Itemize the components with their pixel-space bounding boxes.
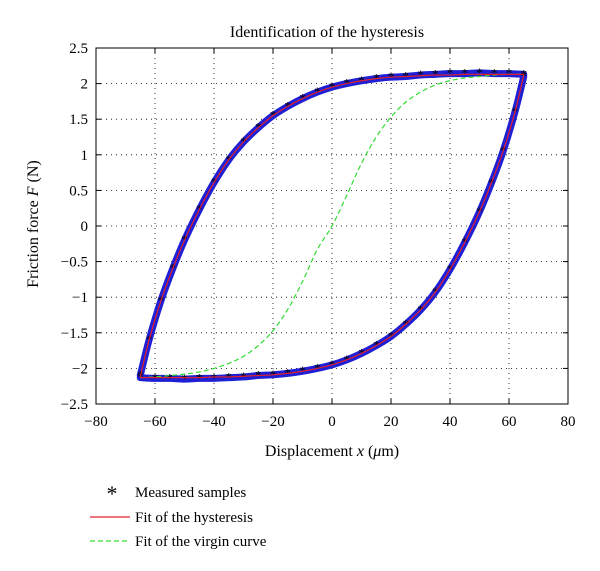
y-tick-label: 1 (81, 148, 89, 164)
y-tick-label: −2 (72, 361, 88, 377)
x-axis-label: Displacement x (μm) (265, 443, 399, 460)
plot-area: ************* * * * * * * * * * * * * * * *************… (136, 65, 528, 386)
measured-sample-point: * (476, 65, 483, 80)
measured-sample-point: * (447, 66, 454, 81)
y-tick-label: −2.5 (61, 397, 88, 413)
y-tick-label: 2 (81, 77, 89, 93)
hysteresis-fit-line-lower (140, 74, 525, 379)
x-tick-label: −60 (143, 414, 166, 430)
x-tick-label: 0 (328, 414, 336, 430)
x-tick-label: −40 (202, 414, 225, 430)
y-tick-label: 1.5 (69, 112, 88, 128)
legend-item: Fit of the hysteresis (90, 510, 253, 526)
measured-sample-point: * (417, 67, 424, 82)
measured-sample-point: * (211, 370, 218, 385)
chart-title: Identification of the hysteresis (230, 24, 424, 41)
y-axis-label: Friction force F (N) (25, 160, 42, 288)
measured-sample-point: * (462, 66, 469, 81)
legend-label: Fit of the virgin curve (135, 534, 267, 550)
legend-item: * Measured samples (107, 481, 247, 506)
hysteresis-fit-line-upper (139, 73, 524, 378)
x-tick-label: −80 (84, 414, 107, 430)
x-tick-label: 80 (561, 414, 576, 430)
legend-label: Fit of the hysteresis (135, 510, 253, 526)
virgin-curve-fit-line (140, 73, 524, 379)
legend-label: Measured samples (135, 485, 246, 501)
y-tick-label: −0.5 (61, 255, 88, 271)
y-tick-label: 0.5 (69, 183, 88, 199)
x-tick-label: −20 (261, 414, 284, 430)
legend: * Measured samples Fit of the hysteresis Fi… (90, 481, 267, 550)
measured-sample-point: * (432, 66, 439, 81)
legend-item: Fit of the virgin curve (90, 534, 267, 550)
y-tick-label: −1.5 (61, 326, 88, 342)
x-tick-label: 40 (443, 414, 458, 430)
measured-sample-point: * (491, 66, 498, 81)
axis-ticks: −80 −60 −40 −20 0 20 40 60 80 2.5 2 1.5 1 0.5 0 −0.5 −1 −… (61, 41, 576, 430)
legend-marker-measured: * (107, 481, 118, 506)
y-tick-label: −1 (72, 290, 88, 306)
x-tick-label: 60 (502, 414, 517, 430)
y-tick-label: 0 (81, 219, 89, 235)
measured-sample-point: * (181, 371, 188, 386)
measured-sample-point: * (506, 66, 513, 81)
y-tick-label: 2.5 (69, 41, 88, 57)
x-tick-label: 20 (384, 414, 399, 430)
